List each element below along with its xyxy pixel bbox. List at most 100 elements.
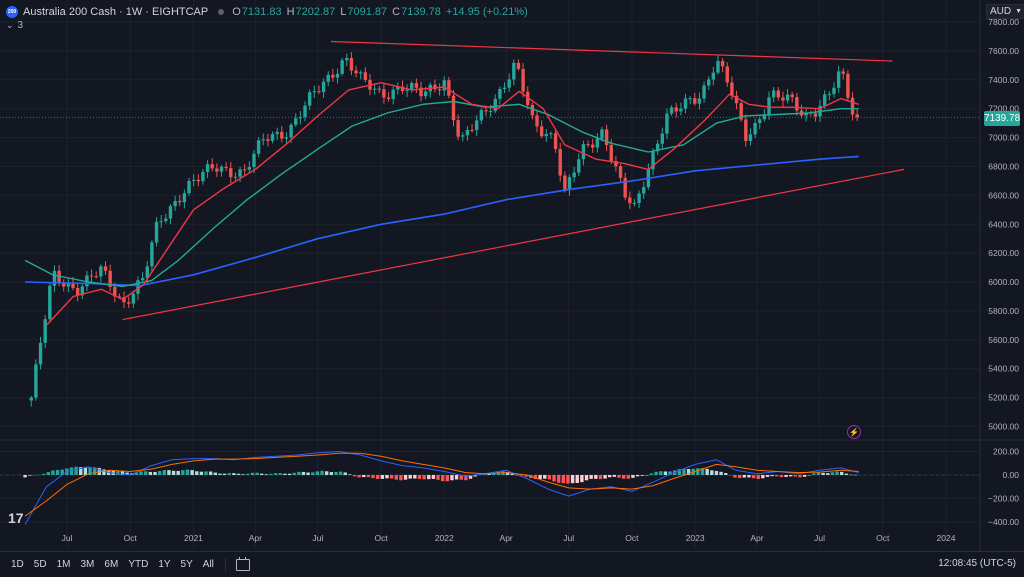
candle-body bbox=[89, 275, 94, 277]
macd-histogram-bar bbox=[468, 475, 473, 479]
currency-selector[interactable]: AUD ▼ bbox=[986, 4, 1024, 19]
macd-histogram-bar bbox=[181, 470, 185, 475]
macd-histogram-bar bbox=[51, 470, 55, 475]
range-3m[interactable]: 3M bbox=[80, 559, 95, 570]
macd-histogram-bar bbox=[737, 475, 742, 479]
candle-body bbox=[781, 97, 785, 101]
macd-histogram-bar bbox=[241, 474, 245, 475]
macd-histogram-bar bbox=[399, 475, 403, 481]
candle-body bbox=[113, 286, 117, 297]
candle-body bbox=[632, 203, 637, 205]
candle-body bbox=[609, 145, 613, 161]
candle-body bbox=[164, 218, 168, 222]
candle-body bbox=[52, 270, 57, 286]
macd-histogram-bar bbox=[612, 475, 617, 477]
candle-body bbox=[261, 139, 265, 141]
macd-histogram-bar bbox=[450, 475, 454, 481]
range-5d[interactable]: 5D bbox=[33, 559, 47, 570]
macd-histogram-bar bbox=[784, 475, 788, 477]
candle-body bbox=[284, 137, 289, 139]
tradingview-logo-icon[interactable]: 17 bbox=[8, 510, 24, 526]
macd-signal-line bbox=[24, 452, 859, 517]
macd-histogram-bar bbox=[315, 471, 320, 475]
range-1d[interactable]: 1D bbox=[11, 559, 24, 570]
macd-histogram-bar bbox=[427, 475, 431, 480]
range-ytd[interactable]: YTD bbox=[128, 559, 149, 570]
macd-histogram-bar bbox=[826, 473, 830, 475]
candle-body bbox=[359, 72, 363, 74]
indicator-axis-label: 200.00 bbox=[993, 447, 1019, 457]
candle-body bbox=[372, 88, 377, 90]
candle-body bbox=[38, 342, 43, 365]
candle-body bbox=[553, 133, 558, 150]
macd-histogram-bar bbox=[538, 475, 542, 479]
candle-body bbox=[410, 83, 414, 90]
candle-body bbox=[493, 98, 497, 111]
lightning-icon[interactable]: ⚡ bbox=[847, 425, 861, 439]
time-axis-label: 2021 bbox=[184, 533, 203, 543]
candle-body bbox=[855, 114, 859, 118]
candle-body bbox=[498, 88, 502, 99]
macd-histogram-bar bbox=[403, 475, 408, 480]
ohlc-high-value: 7202.87 bbox=[295, 6, 336, 18]
trendline bbox=[122, 168, 905, 321]
macd-histogram-bar bbox=[436, 475, 440, 480]
macd-histogram-bar bbox=[575, 475, 579, 484]
candle-body bbox=[846, 73, 850, 98]
candle-body bbox=[549, 133, 553, 135]
candle-body bbox=[744, 119, 748, 141]
candle-body bbox=[748, 134, 753, 141]
bottom-toolbar: 1D 5D 1M 3M 6M YTD 1Y 5Y All 12:08:45 (U… bbox=[0, 551, 1024, 577]
candle-body bbox=[660, 133, 665, 144]
candle-body bbox=[623, 177, 627, 198]
ema-mid-line bbox=[24, 100, 859, 288]
candle-body bbox=[665, 113, 669, 134]
candle-body bbox=[442, 80, 446, 91]
range-1m[interactable]: 1M bbox=[56, 559, 71, 570]
candle-body bbox=[80, 286, 85, 296]
price-axis-label: 5600.00 bbox=[988, 335, 1019, 345]
candle-body bbox=[215, 168, 219, 172]
candle-body bbox=[688, 98, 692, 100]
chevron-down-icon: ▼ bbox=[1015, 8, 1023, 15]
time-axis-label: Oct bbox=[625, 533, 639, 543]
calendar-icon[interactable] bbox=[235, 556, 250, 571]
macd-histogram-bar bbox=[844, 473, 849, 475]
macd-histogram-bar bbox=[185, 469, 190, 475]
macd-histogram-bar bbox=[635, 475, 640, 477]
macd-histogram-bar bbox=[250, 472, 255, 475]
range-1y[interactable]: 1Y bbox=[158, 559, 171, 570]
macd-histogram-bar bbox=[547, 475, 552, 480]
range-5y[interactable]: 5Y bbox=[180, 559, 193, 570]
price-axis-label: 5400.00 bbox=[988, 364, 1019, 374]
macd-histogram-bar bbox=[79, 467, 83, 475]
symbol-title[interactable]: Australia 200 Cash · 1W · EIGHTCAP bbox=[23, 6, 209, 18]
macd-histogram-bar bbox=[334, 472, 338, 475]
candle-body bbox=[823, 94, 827, 106]
macd-histogram-bar bbox=[171, 470, 176, 475]
candle-body bbox=[396, 86, 400, 90]
macd-histogram-bar bbox=[97, 467, 102, 475]
candle-body bbox=[512, 62, 516, 80]
candle-body bbox=[326, 74, 330, 82]
candle-body bbox=[771, 90, 776, 98]
candle-body bbox=[178, 200, 182, 203]
range-all[interactable]: All bbox=[202, 559, 214, 570]
price-change: +14.95 (+0.21%) bbox=[445, 6, 528, 18]
candle-body bbox=[544, 133, 549, 137]
indicators-toggle[interactable]: ⌄ 3 bbox=[6, 20, 23, 31]
ohlc-open-label: O bbox=[232, 6, 241, 18]
time-axis-label: Oct bbox=[876, 533, 890, 543]
range-6m[interactable]: 6M bbox=[104, 559, 119, 570]
candle-body bbox=[604, 129, 609, 146]
clock-readout[interactable]: 12:08:45 (UTC-5) bbox=[938, 558, 1016, 569]
candle-body bbox=[108, 270, 112, 287]
candle-body bbox=[238, 169, 242, 177]
macd-histogram-bar bbox=[246, 473, 250, 475]
ohlc-close-value: 7139.78 bbox=[401, 6, 441, 18]
candle-body bbox=[127, 302, 131, 304]
macd-histogram-bar bbox=[329, 472, 334, 475]
macd-histogram-bar bbox=[195, 471, 199, 475]
macd-histogram-bar bbox=[208, 471, 213, 475]
